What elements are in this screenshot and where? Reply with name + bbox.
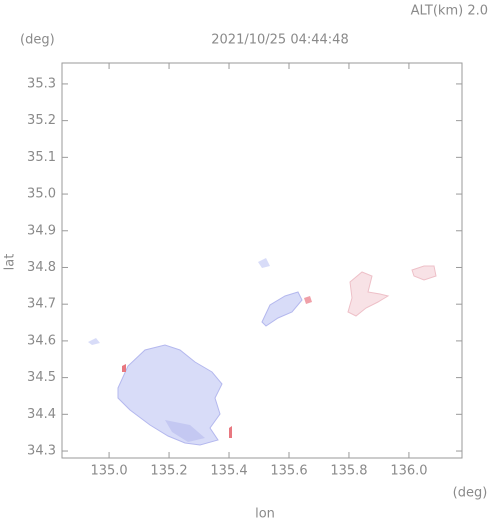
- echo-area: [117, 344, 223, 446]
- echo-area: [347, 271, 390, 317]
- y-tick-label: 34.4: [27, 407, 56, 422]
- y-tick-label: 34.6: [27, 333, 56, 348]
- x-tick-label: 135.0: [90, 464, 127, 479]
- x-tick-label: 135.8: [330, 464, 367, 479]
- y-tick-label: 34.7: [27, 297, 56, 312]
- echo-area: [411, 265, 437, 281]
- x-tick-label: 135.6: [270, 464, 307, 479]
- y-tick-label: 34.5: [27, 370, 56, 385]
- plot-frame: [61, 62, 463, 459]
- echo-area: [165, 420, 205, 442]
- echo-area: [229, 426, 232, 438]
- y-unit: (deg): [20, 33, 55, 48]
- x-unit: (deg): [453, 486, 488, 501]
- y-tick-label: 35.3: [27, 76, 56, 91]
- echo-area: [304, 296, 312, 304]
- echo-area: [258, 258, 270, 268]
- y-tick-label: 34.3: [27, 444, 56, 459]
- echo-area: [261, 291, 303, 327]
- y-tick-label: 35.1: [27, 150, 56, 165]
- echo-area: [122, 364, 126, 372]
- y-tick-label: 34.9: [27, 223, 56, 238]
- y-tick-label: 35.2: [27, 113, 56, 128]
- altitude-label: ALT(km) 2.0: [411, 4, 488, 19]
- echo-areas: [88, 258, 437, 446]
- x-tick-label: 135.2: [150, 464, 187, 479]
- x-tick-label: 135.4: [210, 464, 247, 479]
- chart-title: 2021/10/25 04:44:48: [211, 33, 348, 48]
- x-tick-label: 136.0: [390, 464, 427, 479]
- y-axis-label: lat: [3, 254, 18, 271]
- y-tick-label: 34.8: [27, 260, 56, 275]
- x-axis-label: lon: [255, 507, 275, 521]
- y-tick-label: 35.0: [27, 187, 56, 202]
- echo-area: [88, 338, 100, 345]
